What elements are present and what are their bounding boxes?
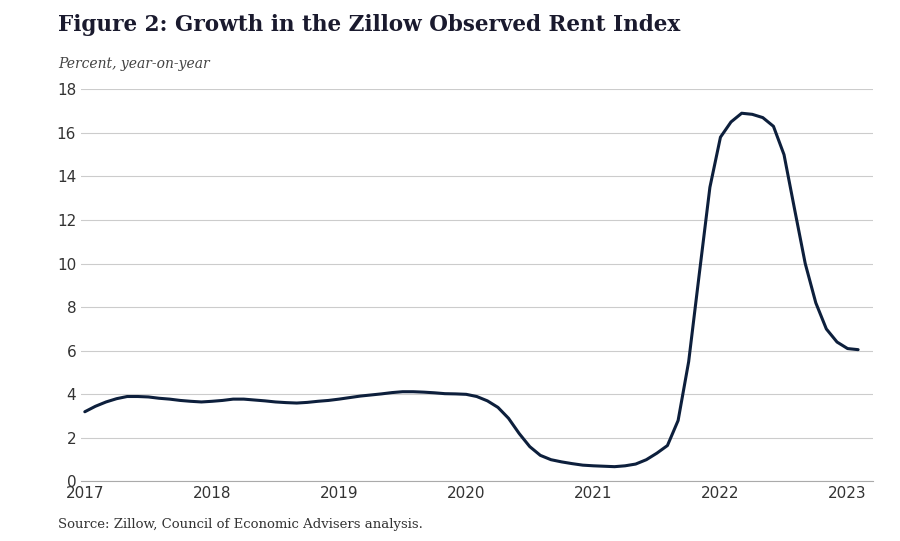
Text: Figure 2: Growth in the Zillow Observed Rent Index: Figure 2: Growth in the Zillow Observed … [58, 14, 680, 36]
Text: Percent, year-on-year: Percent, year-on-year [58, 57, 210, 71]
Text: Source: Zillow, Council of Economic Advisers analysis.: Source: Zillow, Council of Economic Advi… [58, 518, 423, 531]
